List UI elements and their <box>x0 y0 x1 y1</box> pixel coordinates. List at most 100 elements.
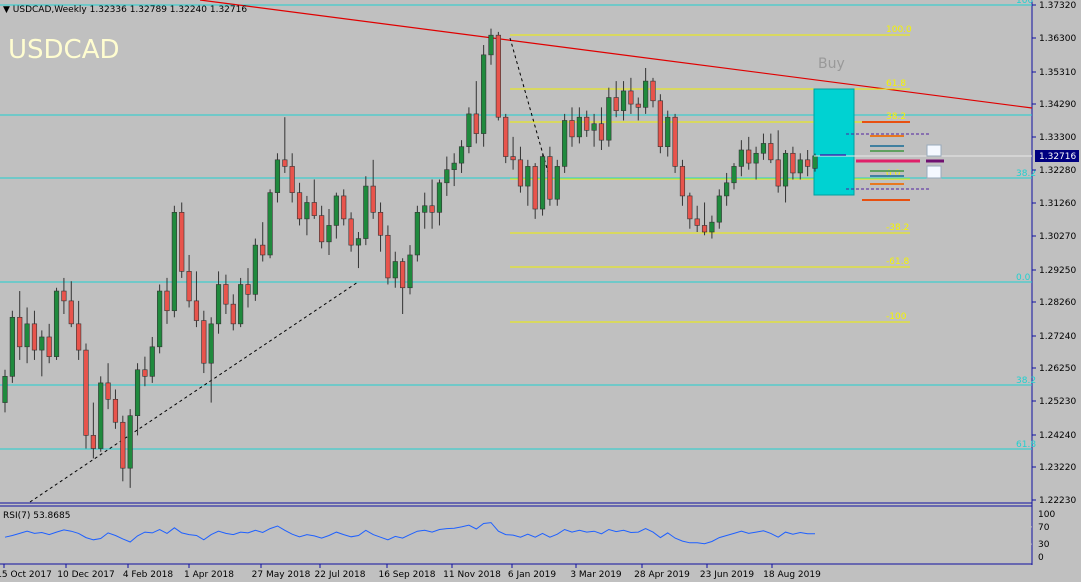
price-tick-label: 1.24240 <box>1039 431 1076 441</box>
candle-bull <box>127 415 133 469</box>
candle-bear <box>223 284 229 305</box>
candle-bear <box>429 205 435 213</box>
candle-bear <box>775 159 781 187</box>
candle-bull <box>525 166 531 187</box>
candle-bull <box>238 284 244 325</box>
time-tick-label: 23 Jun 2019 <box>700 570 754 580</box>
candle-bear <box>260 244 266 256</box>
rsi-level-label: 100 <box>1038 510 1055 520</box>
candle-bear <box>613 97 619 111</box>
candle-bull <box>753 152 759 164</box>
time-tick-label: 18 Aug 2019 <box>763 570 821 580</box>
price-tick-label: 1.35310 <box>1039 68 1076 78</box>
candle-bull <box>562 120 568 167</box>
candle-bear <box>31 323 38 351</box>
rsi-level-label: 0 <box>1038 553 1044 563</box>
candle-bear <box>76 323 82 351</box>
candle-bear <box>701 225 708 233</box>
current-price-tag <box>1035 150 1079 162</box>
rsi-level-label: 70 <box>1038 523 1050 533</box>
candle-bull <box>274 159 281 193</box>
candle-bear <box>112 398 119 423</box>
candle-bear <box>289 166 295 193</box>
candle-bull <box>2 376 8 403</box>
candle-bull <box>458 146 465 164</box>
rsi-line <box>4 522 815 545</box>
candle-bull <box>812 155 818 169</box>
support-line-label: 38.2 <box>1016 376 1036 386</box>
time-tick-label: 11 Nov 2018 <box>443 570 501 580</box>
time-tick-label: 28 Apr 2019 <box>634 570 690 580</box>
candle-bear <box>341 195 347 220</box>
support-line-label: 0.0 <box>1016 273 1031 283</box>
candle-bear <box>296 192 303 220</box>
candlestick-series <box>2 28 818 488</box>
candle-bull <box>539 156 546 210</box>
time-tick-label: 22 Jul 2018 <box>315 570 366 580</box>
price-tick-label: 1.25230 <box>1039 397 1076 407</box>
candle-bull <box>709 221 715 233</box>
candle-bull <box>620 90 627 111</box>
candle-bull <box>414 212 420 256</box>
buy-zone-box[interactable] <box>813 88 855 196</box>
price-tick-label: 1.33300 <box>1039 133 1076 143</box>
symbol-text: USDCAD,Weekly <box>13 5 88 15</box>
price-tick-label: 1.31260 <box>1039 199 1076 209</box>
candle-bear <box>694 218 700 226</box>
candle-bear <box>83 349 89 436</box>
rsi-level-label: 30 <box>1038 540 1050 550</box>
fib-level-label: -100 <box>886 312 907 322</box>
candle-bull <box>591 123 597 131</box>
trade-level-markers <box>814 121 1032 201</box>
candle-bear <box>650 80 656 102</box>
candle-bear <box>282 159 288 167</box>
fib-level-label: 61.8 <box>886 79 906 89</box>
candle-bear <box>746 149 752 164</box>
time-tick-label: 27 May 2018 <box>252 570 311 580</box>
candle-bear <box>628 90 634 105</box>
candle-bear <box>105 382 111 400</box>
red-trendline[interactable] <box>199 0 1033 109</box>
time-tick-label: 3 Mar 2019 <box>570 570 622 580</box>
candle-bear <box>164 290 170 312</box>
candle-bull <box>39 336 45 351</box>
candle-bull <box>466 113 472 148</box>
ohlc-text: 1.32336 1.32789 1.32240 1.32716 <box>90 5 248 15</box>
price-tick-label: 1.36300 <box>1039 34 1076 44</box>
candle-bear <box>230 303 236 325</box>
candle-bear <box>46 336 52 357</box>
candle-bear <box>657 100 663 148</box>
candle-bull <box>488 34 494 56</box>
candle-bull <box>797 159 803 174</box>
swing-dashed-line[interactable] <box>509 37 549 173</box>
candle-bear <box>400 261 406 289</box>
candle-bull <box>98 382 104 449</box>
rsi-label: RSI(7) 53.8685 <box>3 511 70 521</box>
candle-bull <box>782 152 789 187</box>
candle-bull <box>407 254 413 289</box>
support-line-label: 38.2 <box>1016 169 1036 179</box>
price-tick-label: 1.26250 <box>1039 364 1076 374</box>
candle-bull <box>576 116 582 138</box>
chart-symbol: ▼ USDCAD,Weekly 1.32336 1.32789 1.32240 … <box>3 5 247 15</box>
time-axis: 15 Oct 2017 10 Dec 2017 4 Feb 2018 1 Apr 20… <box>0 564 821 580</box>
time-tick-label: 6 Jan 2019 <box>508 570 556 580</box>
candle-bull <box>392 261 398 279</box>
price-tick-label: 1.23220 <box>1039 463 1076 473</box>
price-axis: 1.37320 1.36300 1.35310 1.34290 1.33300 1.322… <box>1032 1 1076 506</box>
candle-bear <box>598 123 605 141</box>
candle-bear <box>385 234 391 279</box>
candle-bull <box>451 162 457 170</box>
time-tick-label: 10 Dec 2017 <box>57 570 115 580</box>
price-tick-label: 1.29250 <box>1039 266 1076 276</box>
candle-bear <box>68 300 74 325</box>
candle-bear <box>679 166 686 197</box>
candle-bear <box>569 120 575 138</box>
candle-bull <box>643 80 649 108</box>
candle-bull <box>208 323 214 364</box>
candle-bull <box>444 169 450 184</box>
price-tick-label: 1.37320 <box>1039 1 1076 11</box>
marker-box-lower <box>926 165 942 179</box>
candle-bull <box>9 316 15 377</box>
